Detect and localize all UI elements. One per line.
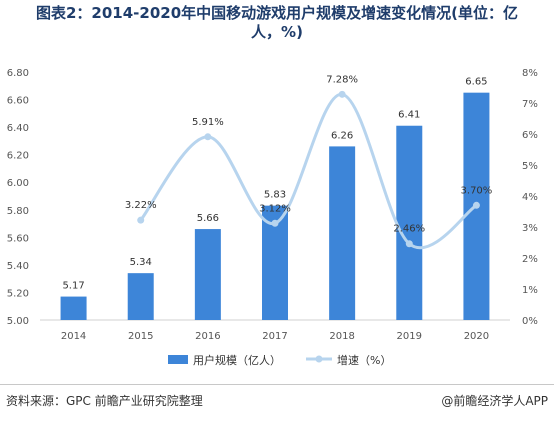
growth-value-label: 3.22% <box>125 200 157 211</box>
growth-point <box>271 219 279 227</box>
y-left-tick-label: 5.80 <box>7 206 29 217</box>
bar <box>127 273 154 320</box>
y-right-tick-label: 0% <box>522 316 538 327</box>
growth-value-label: 3.12% <box>259 203 291 214</box>
legend-line-marker <box>315 355 323 363</box>
bar <box>329 146 356 320</box>
growth-value-label: 7.28% <box>326 74 358 85</box>
footer-divider <box>0 384 554 385</box>
y-left-tick-label: 5.40 <box>7 261 29 272</box>
legend-bar-label: 用户规模（亿人） <box>193 353 281 367</box>
chart-title-line2: 人，%) <box>251 23 303 41</box>
y-right-tick-label: 5% <box>522 161 538 172</box>
x-tick-label: 2020 <box>464 331 489 342</box>
x-tick-label: 2019 <box>397 331 422 342</box>
y-right-tick-label: 2% <box>522 254 538 265</box>
growth-value-label: 5.91% <box>192 117 224 128</box>
y-right-tick-label: 1% <box>522 285 538 296</box>
bar-value-label: 5.17 <box>62 281 84 292</box>
y-right-tick-label: 8% <box>522 68 538 79</box>
chart-title: 图表2：2014-2020年中国移动游戏用户规模及增速变化情况(单位：亿 人，%… <box>0 4 554 42</box>
bar-value-label: 6.65 <box>465 77 487 88</box>
source-note: 资料来源：GPC 前瞻产业研究院整理 <box>6 394 203 408</box>
y-left-tick-label: 5.00 <box>7 316 29 327</box>
y-left-tick-label: 6.40 <box>7 123 29 134</box>
bar <box>194 229 221 320</box>
y-left-tick-label: 6.60 <box>7 96 29 107</box>
chart-title-line1: 图表2：2014-2020年中国移动游戏用户规模及增速变化情况(单位：亿 <box>35 4 519 22</box>
growth-point <box>405 240 413 248</box>
y-right-tick-label: 6% <box>522 130 538 141</box>
bar <box>60 296 87 320</box>
x-tick-label: 2014 <box>61 331 86 342</box>
bar <box>396 125 423 320</box>
combo-chart: 5.00 5.20 5.40 5.60 5.80 6.00 6.20 6.40 6.60 6.80… <box>7 68 538 367</box>
legend-line-label: 增速（%） <box>337 353 391 367</box>
bar-value-label: 5.66 <box>197 213 219 224</box>
growth-point <box>137 216 145 224</box>
x-tick-label: 2016 <box>195 331 220 342</box>
y-left-tick-label: 5.20 <box>7 288 29 299</box>
x-tick-label: 2015 <box>128 331 153 342</box>
y-left-tick-label: 6.80 <box>7 68 29 79</box>
y-right-tick-label: 4% <box>522 192 538 203</box>
growth-point <box>204 133 212 141</box>
y-left-tick-label: 6.00 <box>7 178 29 189</box>
y-right-tick-label: 3% <box>522 223 538 234</box>
growth-point <box>338 90 346 98</box>
growth-value-label: 3.70% <box>461 185 493 196</box>
bar-value-label: 6.41 <box>398 110 420 121</box>
growth-point <box>472 201 480 209</box>
bar-value-label: 6.26 <box>331 130 353 141</box>
bar-value-label: 5.34 <box>130 257 152 268</box>
brand-note: @前瞻经济学人APP <box>441 394 548 408</box>
bar-value-label: 5.83 <box>264 190 286 201</box>
legend-bar-swatch <box>168 355 188 364</box>
y-left-tick-label: 5.60 <box>7 233 29 244</box>
growth-value-label: 2.46% <box>393 224 425 235</box>
x-tick-label: 2018 <box>329 331 354 342</box>
x-tick-label: 2017 <box>262 331 287 342</box>
y-left-tick-label: 6.20 <box>7 151 29 162</box>
y-right-tick-label: 7% <box>522 99 538 110</box>
